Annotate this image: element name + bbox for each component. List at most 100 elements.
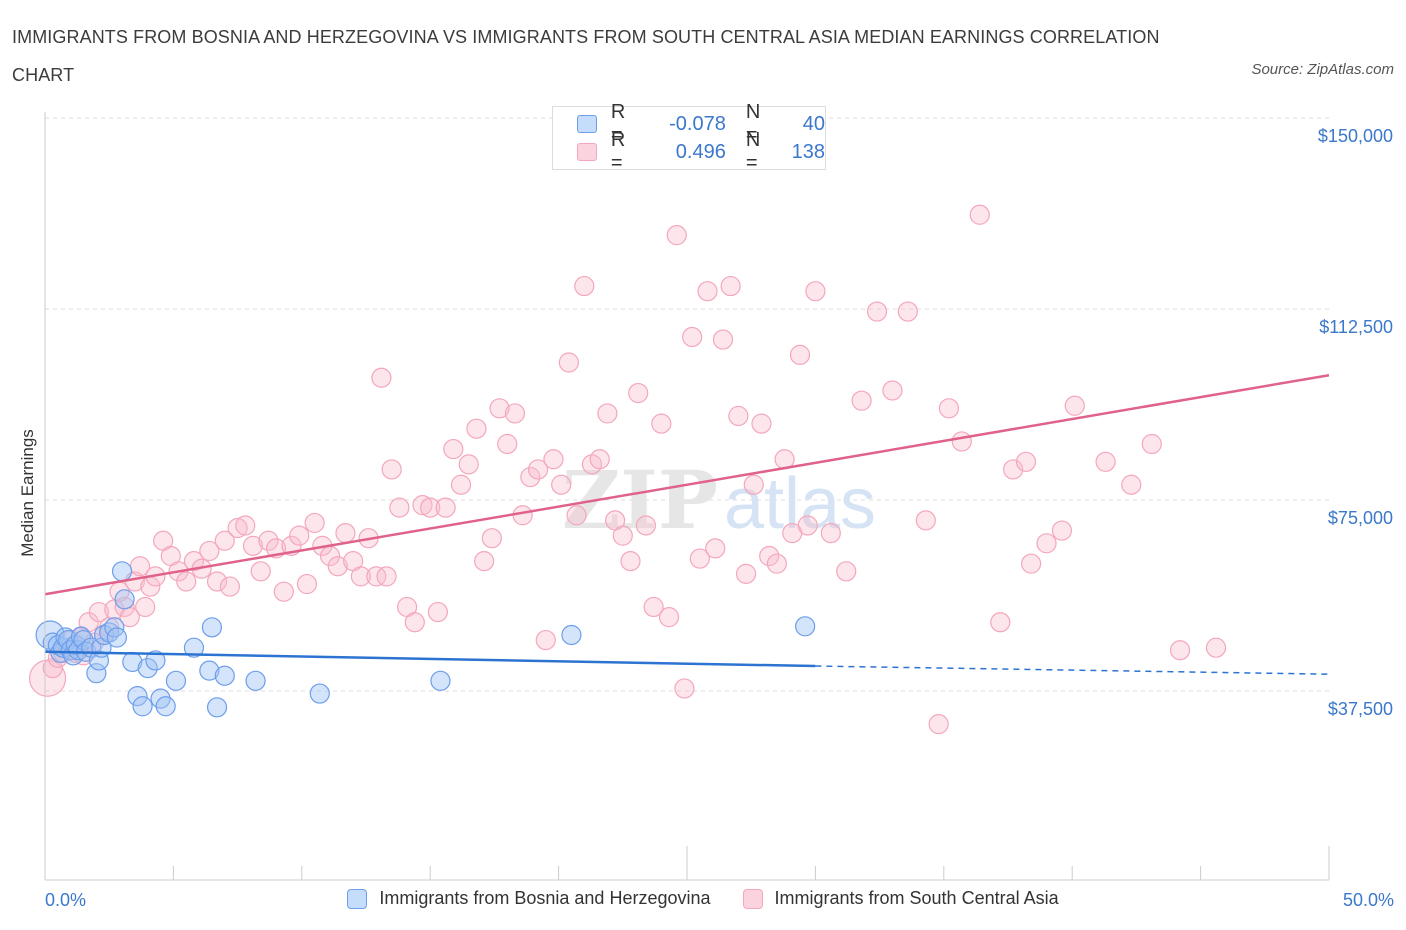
data-point-bosnia bbox=[145, 650, 166, 671]
data-point-sca bbox=[1095, 451, 1116, 472]
data-point-sca bbox=[666, 225, 687, 246]
data-point-sca bbox=[466, 418, 487, 439]
legend-n-value: 138 bbox=[791, 140, 825, 163]
data-point-sca bbox=[371, 367, 392, 388]
legend-n-label: N = bbox=[745, 129, 761, 174]
data-point-sca bbox=[574, 275, 595, 297]
data-point-bosnia bbox=[137, 657, 158, 679]
data-point-bosnia bbox=[127, 685, 148, 707]
legend-swatch-sca bbox=[577, 143, 597, 161]
data-point-sca bbox=[1051, 520, 1073, 541]
x-tick-max: 50.0% bbox=[1342, 890, 1394, 910]
data-point-sca bbox=[350, 566, 371, 587]
data-point-bosnia bbox=[165, 670, 187, 691]
data-point-sca bbox=[250, 561, 271, 582]
legend-row-sca: R = 0.496 N = 138 bbox=[577, 129, 825, 174]
data-point-sca bbox=[450, 474, 472, 495]
data-point-sca bbox=[1064, 395, 1085, 416]
data-point-bosnia bbox=[795, 616, 816, 637]
data-point-sca bbox=[951, 431, 972, 452]
stats-legend: R = -0.078 N = 40 R = 0.496 N = 138 bbox=[552, 101, 826, 174]
data-point-sca bbox=[381, 459, 402, 480]
data-point-sca bbox=[504, 403, 526, 424]
data-point-sca bbox=[674, 678, 695, 699]
chart-title: IMMIGRANTS FROM BOSNIA AND HERZEGOVINA V… bbox=[12, 27, 1160, 85]
data-point-bosnia bbox=[86, 663, 107, 684]
data-point-sca bbox=[720, 275, 741, 297]
data-point-sca bbox=[389, 497, 410, 518]
data-point-sca bbox=[435, 497, 456, 518]
data-point-sca bbox=[420, 497, 441, 518]
data-point-sca bbox=[227, 517, 248, 539]
data-point-sca bbox=[273, 581, 294, 602]
series-legend: Immigrants from Bosnia and Herzegovina I… bbox=[0, 888, 1406, 909]
legend-swatch-sca bbox=[742, 888, 763, 909]
data-point-sca bbox=[751, 413, 772, 434]
data-point-sca bbox=[512, 505, 533, 526]
data-point-bosnia bbox=[88, 650, 110, 671]
legend-item-sca: Immigrants from South Central Asia bbox=[742, 888, 1059, 909]
legend-r-label: R = bbox=[610, 101, 626, 146]
data-point-sca bbox=[497, 433, 518, 455]
data-point-sca bbox=[535, 629, 556, 651]
y-tick-label: $75,000 bbox=[1328, 508, 1393, 528]
data-point-sca bbox=[551, 474, 572, 495]
data-point-sca bbox=[915, 510, 936, 531]
data-point-sca bbox=[427, 601, 449, 623]
data-point-sca bbox=[412, 494, 433, 516]
legend-label-sca: Immigrants from South Central Asia bbox=[774, 888, 1059, 908]
data-point-sca bbox=[242, 535, 264, 556]
data-point-sca bbox=[743, 474, 764, 495]
data-point-sca bbox=[481, 528, 502, 549]
data-point-sca bbox=[114, 596, 135, 618]
source-label: Source: ZipAtlas.com bbox=[1251, 61, 1394, 78]
data-point-sca bbox=[1169, 640, 1191, 661]
data-point-sca bbox=[335, 523, 356, 544]
data-point-sca bbox=[1021, 553, 1042, 574]
data-point-sca bbox=[214, 530, 235, 551]
data-point-sca bbox=[938, 398, 960, 419]
data-point-sca bbox=[651, 413, 672, 434]
data-point-bosnia bbox=[47, 635, 68, 656]
legend-swatch-bosnia bbox=[577, 115, 597, 133]
data-point-sca bbox=[458, 454, 479, 475]
data-point-bosnia bbox=[561, 624, 582, 646]
data-point-sca bbox=[258, 530, 279, 551]
data-point-sca bbox=[1036, 533, 1057, 554]
data-point-sca bbox=[620, 551, 641, 572]
data-point-sca bbox=[635, 515, 657, 536]
trend-line-bosnia-extension bbox=[815, 665, 1330, 675]
y-tick-label: $150,000 bbox=[1318, 126, 1393, 146]
data-point-bosnia bbox=[206, 697, 228, 718]
data-point-bosnia bbox=[55, 627, 76, 648]
legend-n-value: 40 bbox=[802, 112, 825, 135]
data-point-bosnia bbox=[132, 696, 153, 717]
legend-row-bosnia: R = -0.078 N = 40 bbox=[577, 101, 825, 146]
data-point-sca bbox=[766, 553, 787, 574]
data-point-sca bbox=[628, 382, 649, 404]
data-point-sca bbox=[969, 204, 990, 225]
data-point-bosnia bbox=[114, 589, 135, 610]
data-point-bosnia bbox=[106, 627, 128, 648]
data-point-bosnia bbox=[111, 561, 133, 582]
data-point-sca bbox=[928, 714, 949, 735]
trend-line-sca bbox=[44, 373, 1330, 596]
data-point-sca bbox=[527, 459, 549, 480]
data-point-sca bbox=[443, 438, 464, 460]
data-point-sca bbox=[897, 301, 918, 322]
data-point-sca bbox=[206, 571, 228, 592]
data-point-sca bbox=[643, 596, 664, 618]
data-point-sca bbox=[566, 505, 587, 526]
data-point-sca bbox=[836, 561, 857, 582]
data-point-bosnia bbox=[201, 617, 223, 638]
watermark-zip: ZIP bbox=[562, 453, 718, 547]
data-point-sca bbox=[289, 525, 310, 546]
data-point-sca bbox=[327, 556, 348, 577]
legend-label-bosnia: Immigrants from Bosnia and Herzegovina bbox=[379, 888, 711, 908]
y-tick-label: $112,500 bbox=[1319, 317, 1393, 337]
data-point-sca bbox=[705, 538, 726, 559]
data-point-sca bbox=[520, 466, 541, 488]
data-point-sca bbox=[304, 512, 325, 534]
legend-r-value: 0.496 bbox=[675, 140, 726, 163]
